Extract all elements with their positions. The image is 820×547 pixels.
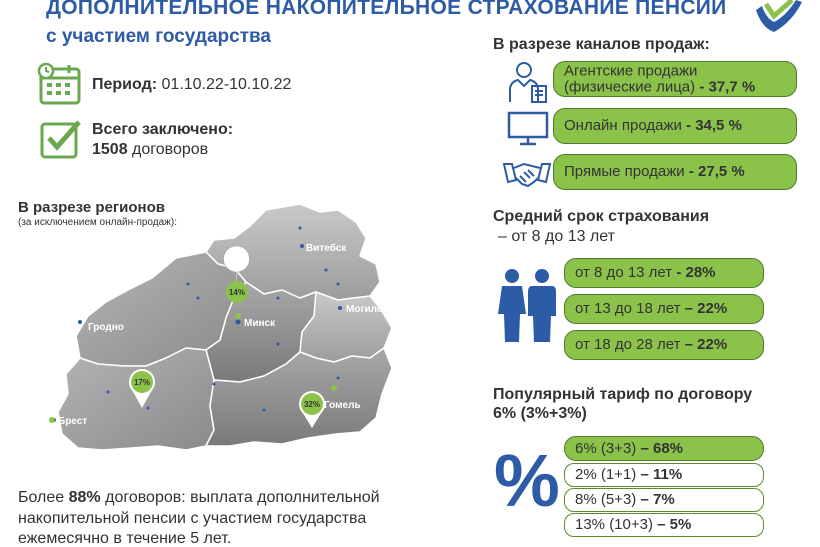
term-item-2: от 13 до 18 лет – 22% xyxy=(564,294,764,324)
page-title: ДОПОЛНИТЕЛЬНОЕ НАКОПИТЕЛЬНОЕ СТРАХОВАНИЕ… xyxy=(46,0,727,19)
channel-online: Онлайн продажи - 34,5 % xyxy=(553,108,797,144)
region-gomel xyxy=(205,347,393,447)
tariff-item-2: 2% (1+1) – 11% xyxy=(564,463,764,487)
marker-brest: 17% xyxy=(49,369,155,423)
region-name-minsk: Минск xyxy=(244,318,276,329)
term-item-3: от 18 до 28 лет – 22% xyxy=(564,330,764,360)
marker-gomel: 32% xyxy=(299,385,337,428)
belarus-map: Витебск Гродно Минск Могилев Брест Гомел… xyxy=(49,203,393,451)
percent-symbol: % xyxy=(494,439,560,522)
svg-text:17%: 17% xyxy=(134,378,150,387)
calendar-clock-icon xyxy=(37,62,81,105)
monitor-icon xyxy=(507,111,549,146)
tariff-item-4: 13% (10+3) – 5% xyxy=(564,513,764,537)
tariff-heading-2: 6% (3%+3%) xyxy=(493,405,587,422)
svg-text:14%: 14% xyxy=(229,288,245,297)
tariff-item-1: 6% (3+3) – 68% xyxy=(564,436,764,461)
agent-icon xyxy=(509,62,547,103)
channel-direct: Прямые продажи - 27,5 % xyxy=(553,154,797,190)
term-item-1: от 8 до 13 лет - 28% xyxy=(564,258,764,288)
page-subtitle: с участием государства xyxy=(46,26,271,47)
footer-line-1: Более 88% договоров: выплата дополнитель… xyxy=(18,489,380,506)
period-text: Период: 01.10.22-10.10.22 xyxy=(92,76,292,93)
term-heading: Средний срок страхования xyxy=(493,208,710,225)
tariff-heading: Популярный тариф по договору xyxy=(493,386,753,403)
channels-heading: В разрезе каналов продаж: xyxy=(493,36,710,53)
term-subheading: – от 8 до 13 лет xyxy=(498,228,615,245)
region-name-vitebsk: Витебск xyxy=(306,242,347,254)
handshake-icon xyxy=(502,162,552,188)
total-label: Всего заключено: xyxy=(92,121,234,138)
footer-line-3: ежемесячно в течение 5 лет. xyxy=(18,530,232,547)
regions-note: (за исключением онлайн-продаж): xyxy=(18,217,177,228)
city-dots xyxy=(52,226,342,422)
channel-agent: Агентские продажи (физические лица) - 37… xyxy=(553,61,797,97)
region-name-brest: Брест xyxy=(58,416,87,427)
svg-text:32%: 32% xyxy=(304,400,320,409)
total-value: 1508 договоров xyxy=(92,141,209,158)
check-badge-icon xyxy=(756,0,802,32)
tariff-item-3: 8% (5+3) – 7% xyxy=(564,488,764,512)
regions-heading: В разрезе регионов xyxy=(18,199,165,216)
region-name-gomel: Гомель xyxy=(324,400,361,411)
couple-icon xyxy=(498,269,556,342)
marker-minsk: 14% xyxy=(223,245,250,319)
region-name-grodno: Гродно xyxy=(88,322,124,333)
checkbox-icon xyxy=(40,120,81,159)
region-name-mogilev: Могилев xyxy=(346,304,389,315)
footer-line-2: накопительной пенсии с участием государс… xyxy=(18,510,367,527)
